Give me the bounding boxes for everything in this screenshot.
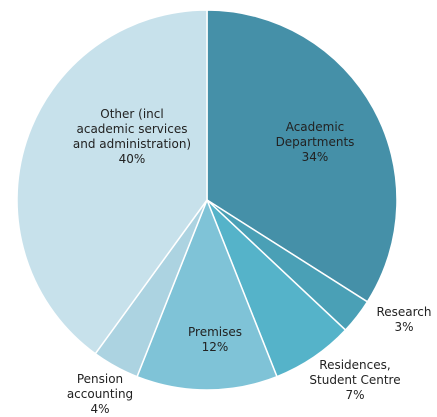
value-label: 3% xyxy=(394,320,414,334)
value-label: 7% xyxy=(345,388,365,402)
value-label: 40% xyxy=(118,152,146,166)
value-label: 4% xyxy=(90,402,110,416)
pie-slice xyxy=(16,9,208,355)
slice-label: Research 3% xyxy=(369,305,437,335)
category-name: Premises xyxy=(188,325,242,339)
category-name: Research xyxy=(376,305,432,319)
slice-label: Other (incl academic services and admini… xyxy=(72,107,192,167)
category-name: Other (incl academic services and admini… xyxy=(72,107,192,151)
category-name: Pension accounting xyxy=(66,372,134,401)
pie-slice xyxy=(136,197,278,391)
pie-slice xyxy=(206,9,398,303)
slice-label: Residences, Student Centre 7% xyxy=(300,358,410,403)
value-label: 12% xyxy=(201,340,229,354)
slice-label: Premises 12% xyxy=(175,325,255,355)
slice-label: Pension accounting 4% xyxy=(55,372,145,417)
slice-label: Academic Departments 34% xyxy=(265,120,365,165)
category-name: Residences, Student Centre xyxy=(309,358,401,387)
category-name: Academic Departments xyxy=(275,120,355,149)
value-label: 34% xyxy=(301,150,329,164)
